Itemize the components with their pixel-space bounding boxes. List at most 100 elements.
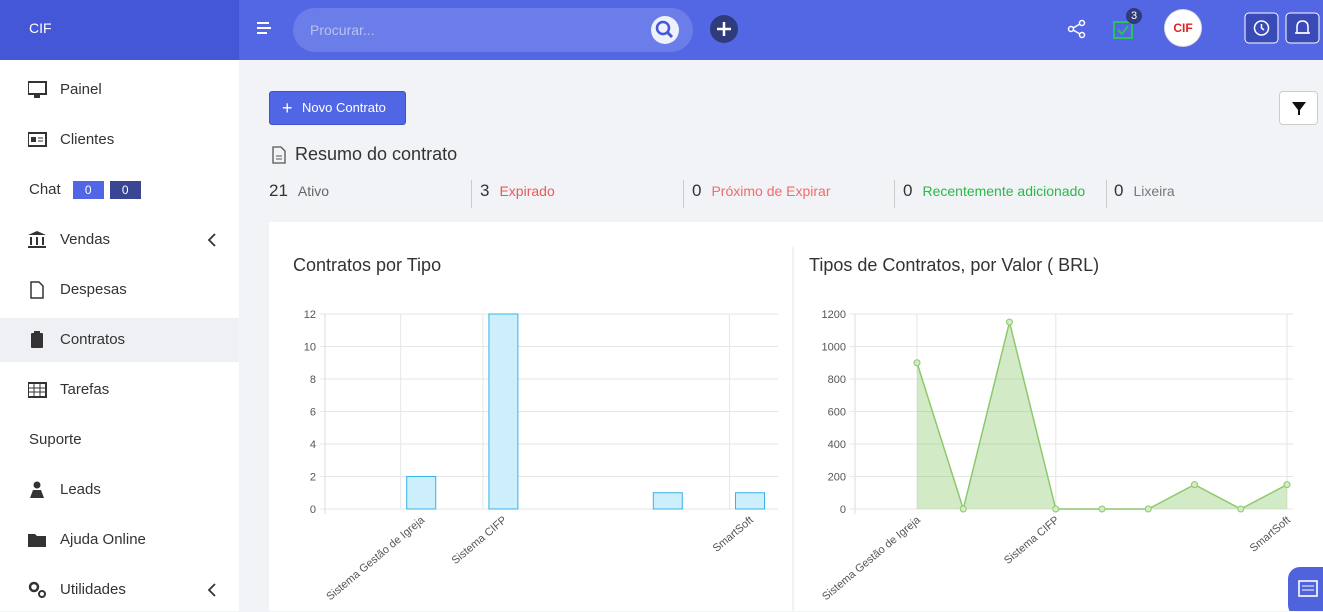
stat: 21 Ativo: [269, 180, 472, 208]
brand[interactable]: CIF: [0, 0, 239, 60]
sidebar-icon: [28, 231, 46, 248]
point: [959, 505, 967, 513]
clock-button[interactable]: [1244, 12, 1279, 44]
expand-arrow: [207, 233, 216, 247]
sidebar-item[interactable]: Contratos: [0, 318, 239, 362]
y-tick-label: 4: [310, 439, 316, 451]
search-button[interactable]: [650, 15, 680, 45]
chat-badge: 0: [109, 181, 141, 200]
stat-label: Próximo de Expirar: [711, 183, 831, 199]
stat: 0 Próximo de Expirar: [692, 180, 895, 208]
bar: [652, 492, 683, 510]
sidebar-label: Leads: [60, 481, 101, 498]
sidebar-item[interactable]: Painel: [0, 68, 239, 112]
notification-badge: 3: [1126, 8, 1142, 24]
avatar[interactable]: CIF: [1165, 10, 1201, 46]
x-tick-label: SmartSoft: [711, 514, 756, 555]
sidebar-label: Despesas: [60, 281, 127, 298]
doc-icon: [272, 146, 286, 164]
point: [1006, 318, 1013, 326]
point: [1191, 481, 1198, 489]
sidebar-label: Tarefas: [60, 381, 110, 398]
sidebar-icon: [31, 331, 43, 348]
sidebar-label: Clientes: [60, 131, 115, 148]
stat-count: 3: [480, 181, 490, 200]
y-tick-label: 400: [828, 439, 846, 451]
stat: 0 Lixeira: [1114, 180, 1214, 208]
sidebar-item[interactable]: Tarefas: [0, 368, 239, 412]
y-tick-label: 0: [840, 504, 846, 516]
sidebar-icon: [28, 382, 47, 398]
y-tick-label: 0: [310, 504, 316, 516]
expand-arrow: [207, 583, 216, 597]
sidebar-label: Utilidades: [60, 581, 126, 598]
stat-count: 0: [1114, 181, 1124, 200]
bar: [735, 492, 765, 510]
sidebar-item[interactable]: Vendas: [0, 218, 239, 262]
bar: [488, 313, 519, 510]
x-tick-label: SmartSoft: [1248, 514, 1293, 555]
share-icon[interactable]: [1067, 19, 1087, 39]
filter-button[interactable]: [1279, 91, 1318, 125]
bar: [406, 476, 437, 510]
charts: Contratos por Tipo 0 2 4 6 8 10 12 Sistema Gestã…: [293, 247, 1293, 611]
y-tick-label: 1000: [822, 342, 846, 354]
sidebar-item[interactable]: Utilidades: [0, 568, 239, 612]
sidebar-icon: [30, 481, 44, 498]
y-tick-label: 200: [828, 472, 846, 484]
stat-count: 21: [269, 181, 288, 200]
sidebar-icon: [28, 581, 46, 598]
stat: 3 Expirado: [480, 180, 684, 208]
sidebar-item[interactable]: Leads: [0, 468, 239, 512]
charts-card: [269, 222, 1323, 611]
y-tick-label: 12: [304, 309, 316, 321]
sidebar: Painel Clientes Chat 0 0 Vendas Despesas Contra…: [0, 60, 239, 611]
x-tick-label: Sistema CIFP: [450, 514, 510, 567]
point: [913, 359, 921, 367]
stat-label: Ativo: [297, 183, 330, 199]
search-input[interactable]: Procurar...: [293, 8, 693, 52]
chat-widget[interactable]: [1288, 567, 1323, 611]
point: [1283, 481, 1291, 489]
bell-button[interactable]: [1285, 12, 1320, 44]
sidebar-item[interactable]: Ajuda Online: [0, 518, 239, 562]
stat-label: Lixeira: [1133, 183, 1175, 199]
y-tick-label: 6: [310, 407, 316, 419]
y-tick-label: 1200: [822, 309, 846, 321]
x-tick-label: Sistema Gestão de Igreja: [820, 514, 923, 604]
stat-label: Expirado: [499, 183, 555, 199]
sidebar-item[interactable]: Despesas: [0, 268, 239, 312]
sidebar-icon: [28, 132, 47, 147]
sidebar-icon: [30, 281, 44, 299]
add-button[interactable]: [709, 14, 739, 44]
y-tick-label: 2: [310, 472, 316, 484]
top-bar: Procurar... 3 CIF: [239, 0, 1323, 60]
summary-title: Resumo do contrato: [295, 144, 458, 164]
new-contract-button[interactable]: + Novo Contrato: [269, 91, 406, 125]
chat-badge: 0: [72, 181, 104, 200]
stat-count: 0: [692, 181, 702, 200]
sidebar-item[interactable]: Suporte: [0, 418, 239, 462]
plus-icon: +: [282, 98, 293, 118]
y-tick-label: 800: [828, 374, 846, 386]
tasks-icon[interactable]: [1112, 20, 1134, 42]
area: [917, 322, 1287, 509]
chart-title: Tipos de Contratos, por Valor ( BRL): [809, 255, 1099, 275]
filter-icon: [1292, 102, 1306, 115]
y-tick-label: 8: [310, 374, 316, 386]
x-tick-label: Sistema Gestão de Igreja: [324, 514, 427, 604]
sidebar-label: Painel: [60, 81, 102, 98]
sidebar-label: Suporte: [29, 431, 82, 448]
sidebar-item[interactable]: Chat 0 0: [0, 168, 239, 212]
y-tick-label: 10: [304, 342, 316, 354]
sidebar-item[interactable]: Clientes: [0, 118, 239, 162]
sidebar-icon: [28, 81, 47, 98]
sidebar-label: Vendas: [60, 231, 111, 248]
button-label: Novo Contrato: [302, 100, 386, 115]
menu-icon[interactable]: [257, 22, 271, 34]
x-tick-label: Sistema CIFP: [1002, 514, 1062, 567]
point: [1052, 505, 1060, 513]
stat-label: Recentemente adicionado: [922, 183, 1086, 199]
sidebar-label: Chat 0 0: [29, 168, 141, 212]
